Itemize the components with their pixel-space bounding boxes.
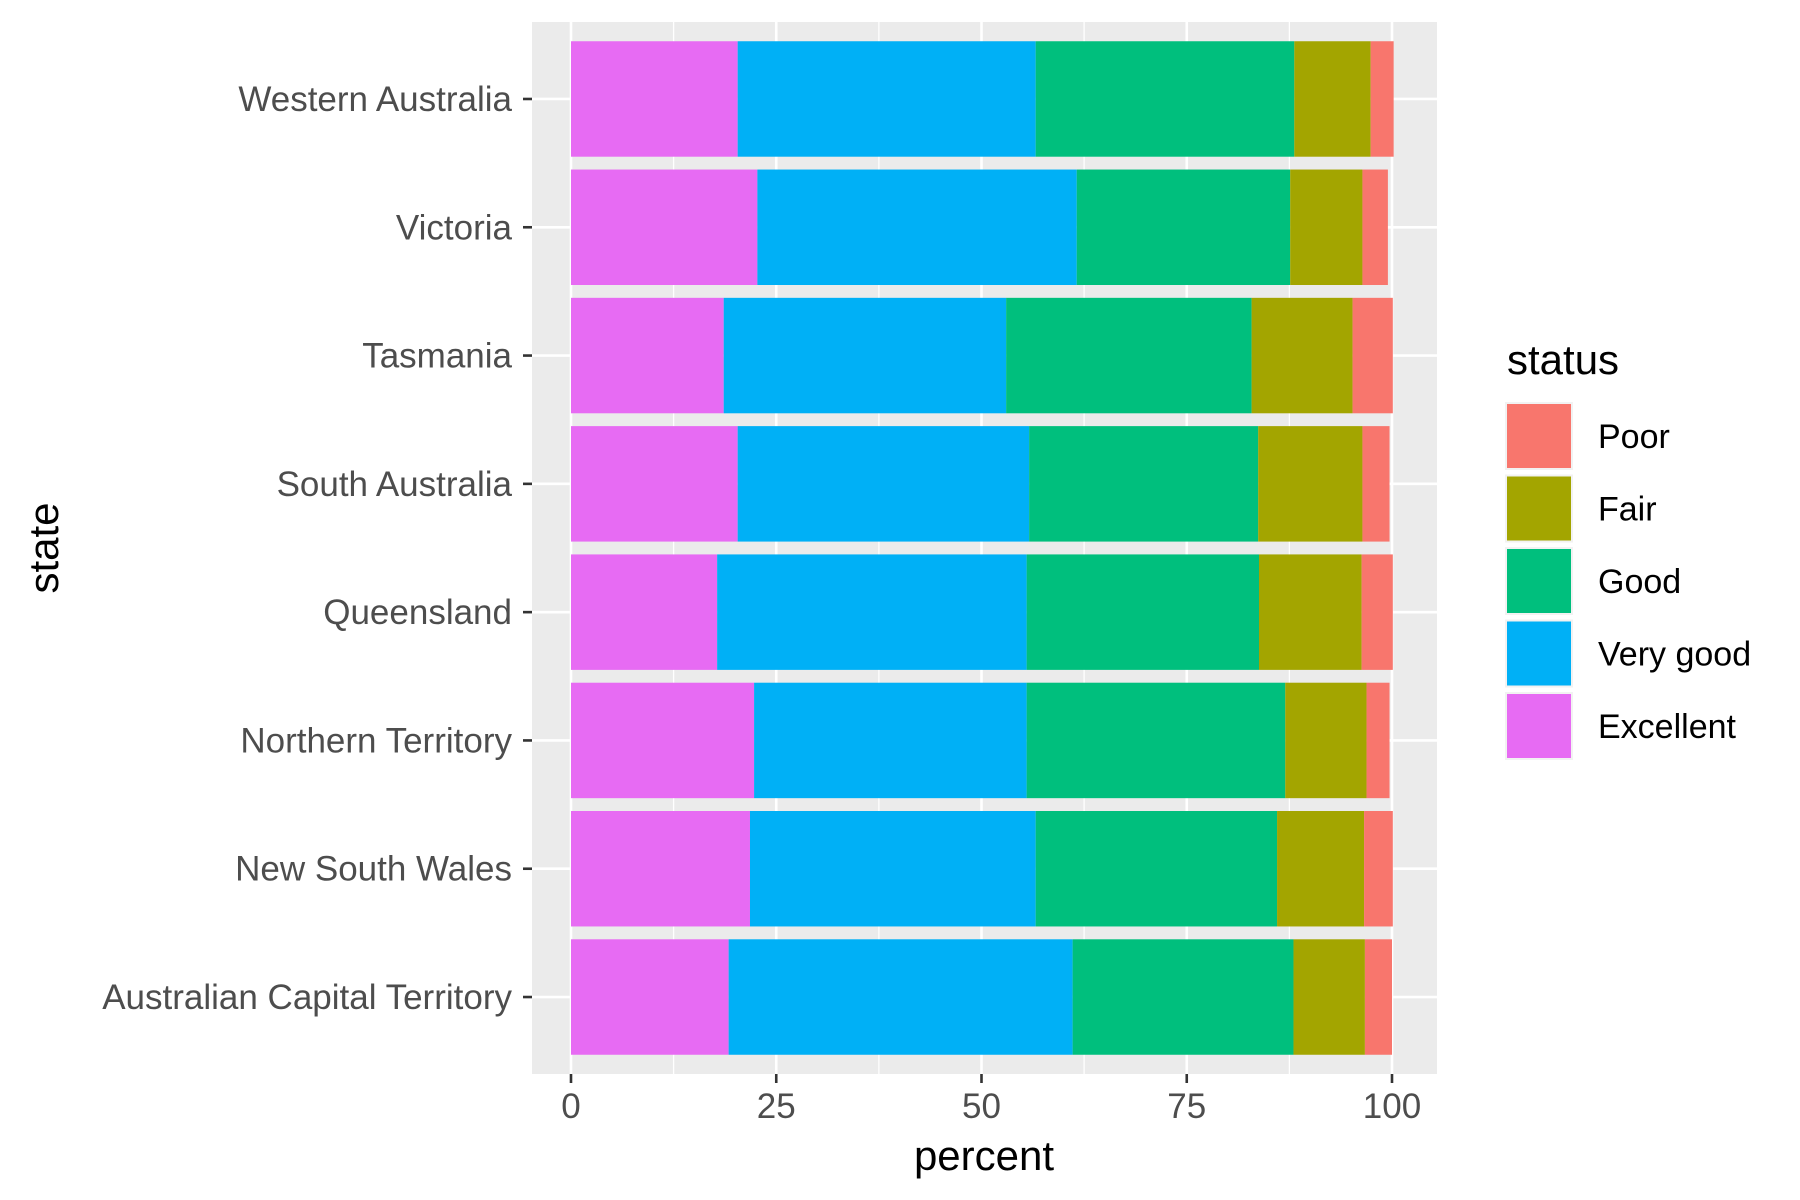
bar-segment-fair xyxy=(1277,811,1365,927)
bar-segment-good xyxy=(1035,811,1278,927)
bar-segment-good xyxy=(1026,554,1259,670)
bar-segment-excellent xyxy=(571,811,750,927)
bar-segment-very-good xyxy=(737,41,1036,157)
x-tick-label: 0 xyxy=(561,1087,580,1126)
y-tick-label: Tasmania xyxy=(362,337,512,376)
bar-segment-very-good xyxy=(737,426,1030,542)
bar-segment-fair xyxy=(1285,682,1367,799)
bar-segment-poor xyxy=(1364,939,1392,1055)
bar-segment-good xyxy=(1072,939,1294,1055)
x-tick-label: 25 xyxy=(757,1087,796,1126)
bar-segment-excellent xyxy=(571,297,724,414)
legend-swatch xyxy=(1507,549,1571,613)
bar-segment-fair xyxy=(1294,41,1371,157)
bar-segment-very-good xyxy=(757,169,1077,285)
legend-swatch xyxy=(1507,476,1571,541)
y-tick-label: Australian Capital Territory xyxy=(102,978,512,1017)
x-axis: 0 25 50 75 100 xyxy=(561,1074,1421,1126)
bar-segment-excellent xyxy=(571,426,738,542)
bar-segment-excellent xyxy=(571,682,755,799)
bar-segment-very-good xyxy=(728,939,1073,1055)
y-tick-label: Northern Territory xyxy=(240,721,512,760)
bar-segment-poor xyxy=(1362,426,1390,542)
x-axis-title: percent xyxy=(914,1132,1054,1179)
legend-title: status xyxy=(1507,336,1619,383)
x-tick-label: 100 xyxy=(1363,1087,1421,1126)
bar-segment-poor xyxy=(1370,41,1394,157)
y-tick-label: New South Wales xyxy=(235,850,512,889)
bar-segment-poor xyxy=(1352,297,1393,414)
bar-segment-very-good xyxy=(749,811,1036,927)
bars xyxy=(571,41,1394,1055)
legend-label: Fair xyxy=(1598,491,1657,529)
y-axis-title: state xyxy=(20,502,67,593)
bar-segment-poor xyxy=(1362,169,1388,285)
bar-segment-excellent xyxy=(571,939,729,1055)
legend-swatch xyxy=(1507,694,1571,758)
bar-segment-good xyxy=(1076,169,1291,285)
y-tick-label: Western Australia xyxy=(238,80,512,119)
bar-segment-good xyxy=(1035,41,1295,157)
bar-segment-poor xyxy=(1361,554,1393,670)
bar-segment-fair xyxy=(1290,169,1363,285)
y-tick-label: Victoria xyxy=(396,208,513,247)
x-tick-label: 75 xyxy=(1167,1087,1206,1126)
y-tick-label: South Australia xyxy=(277,465,513,504)
bar-segment-very-good xyxy=(723,297,1007,414)
legend-label: Excellent xyxy=(1598,708,1737,746)
bar-segment-very-good xyxy=(717,554,1027,670)
bar-segment-fair xyxy=(1258,554,1362,670)
bar-segment-poor xyxy=(1364,811,1393,927)
bar-segment-fair xyxy=(1258,426,1363,542)
bar-segment-excellent xyxy=(571,554,718,670)
bar-segment-good xyxy=(1006,297,1252,414)
bar-segment-good xyxy=(1026,682,1286,799)
legend-label: Poor xyxy=(1598,418,1670,456)
legend-label: Very good xyxy=(1598,636,1751,674)
y-tick-label: Queensland xyxy=(323,593,512,632)
legend-swatch xyxy=(1507,621,1571,686)
legend-label: Good xyxy=(1598,563,1681,601)
bar-segment-good xyxy=(1029,426,1259,542)
bar-segment-excellent xyxy=(571,169,758,285)
bar-segment-very-good xyxy=(754,682,1027,799)
bar-segment-fair xyxy=(1293,939,1365,1055)
legend: status Poor Fair Good Very good Excellent xyxy=(1505,336,1751,760)
bar-segment-poor xyxy=(1366,682,1390,799)
bar-segment-fair xyxy=(1251,297,1353,414)
bar-segment-excellent xyxy=(571,41,738,157)
y-axis: Australian Capital Territory New South Wa… xyxy=(102,80,532,1017)
x-tick-label: 50 xyxy=(962,1087,1001,1126)
legend-swatch xyxy=(1507,404,1571,468)
